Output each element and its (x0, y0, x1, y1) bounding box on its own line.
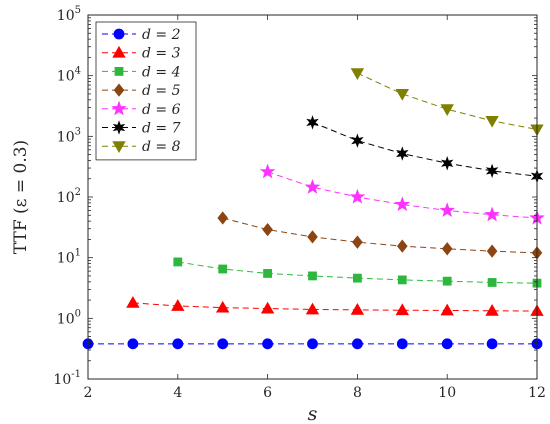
series-7 (306, 115, 544, 184)
series-5 (217, 211, 543, 260)
data-point (173, 257, 183, 267)
data-point (350, 68, 365, 80)
data-point (262, 222, 273, 237)
data-point (260, 301, 275, 314)
data-point (439, 202, 455, 218)
data-point (216, 300, 230, 313)
data-point (485, 163, 499, 179)
series-line (132, 302, 538, 312)
legend: d = 2 d = 3 d = 4 d = 5 d = 6 d = 7 d = 8 (95, 21, 197, 161)
data-point (349, 188, 366, 204)
y-tick-label: 103 (57, 126, 81, 145)
legend-entry: d = 7 (102, 120, 181, 137)
data-point (172, 338, 184, 350)
series-line (222, 217, 538, 254)
data-point (263, 269, 273, 278)
data-point (126, 296, 140, 308)
data-point (304, 179, 321, 194)
legend-marker (114, 67, 124, 76)
x-tick-label: 12 (528, 385, 546, 401)
series-4 (173, 257, 542, 288)
data-point (441, 242, 453, 256)
x-tick-label: 4 (173, 385, 182, 401)
y-tick-label: 10-1 (53, 369, 81, 388)
legend-entry: d = 5 (102, 83, 181, 99)
data-point (440, 156, 454, 171)
legend-label: d = 3 (142, 46, 181, 62)
data-point (485, 115, 499, 128)
data-point (442, 276, 452, 286)
legend-entry: d = 6 (102, 100, 181, 118)
data-point (218, 264, 228, 274)
data-point (217, 211, 229, 225)
legend-marker (113, 83, 125, 97)
y-tick-label: 101 (57, 248, 81, 267)
legend-box (95, 21, 197, 161)
data-point (127, 338, 139, 350)
legend-label: d = 6 (142, 102, 181, 118)
data-point (262, 338, 274, 350)
legend-marker (112, 141, 126, 154)
legend-marker (112, 120, 126, 135)
y-tick-label: 102 (57, 187, 81, 206)
legend-label: d = 7 (142, 121, 181, 137)
data-point (217, 338, 229, 350)
y-tick-label: 100 (57, 308, 81, 327)
data-point (440, 104, 454, 117)
y-tick-label: 104 (57, 66, 81, 85)
x-axis-label: s (308, 403, 318, 424)
data-point (395, 303, 409, 316)
x-tick-label: 10 (438, 385, 456, 401)
data-point (352, 235, 363, 249)
data-point (351, 338, 363, 350)
legend-entry: d = 8 (102, 139, 181, 155)
y-tick-label: 105 (57, 5, 81, 24)
data-point (305, 302, 320, 315)
data-point (396, 239, 408, 253)
legend-marker (111, 100, 127, 116)
data-point (394, 196, 411, 212)
data-point (307, 338, 318, 350)
data-point (485, 304, 499, 316)
series-line (267, 171, 538, 219)
data-point (306, 115, 319, 130)
x-tick-label: 6 (263, 385, 272, 401)
series-line (357, 72, 538, 130)
data-point (397, 275, 407, 285)
legend-label: d = 2 (142, 27, 181, 43)
data-point (307, 230, 318, 244)
x-tick-label: 2 (84, 385, 93, 401)
data-point (352, 273, 362, 283)
data-point (487, 278, 497, 287)
legend-marker (113, 28, 125, 40)
data-point (396, 146, 409, 161)
data-point (171, 299, 185, 311)
series-8 (350, 68, 544, 137)
x-tick-label: 8 (353, 385, 362, 401)
data-point (351, 133, 364, 148)
legend-marker (112, 45, 126, 58)
legend-label: d = 8 (142, 139, 181, 155)
series-6 (259, 163, 545, 225)
data-point (441, 338, 453, 350)
data-point (484, 206, 500, 222)
data-point (486, 244, 498, 258)
legend-label: d = 5 (142, 83, 181, 99)
legend-entry: d = 4 (102, 64, 181, 80)
series-2 (82, 338, 543, 350)
series-3 (126, 296, 544, 316)
data-point (308, 271, 317, 281)
data-point (395, 89, 409, 101)
data-point (440, 303, 454, 316)
data-point (259, 163, 276, 179)
legend-entry: d = 3 (102, 46, 181, 62)
legend-label: d = 4 (142, 64, 181, 80)
legend-entry: d = 2 (102, 27, 181, 43)
data-point (350, 303, 365, 315)
series-line (312, 121, 538, 177)
data-point (486, 338, 498, 350)
data-point (396, 338, 408, 350)
y-axis-label: TTF (ε = 0.3) (11, 140, 31, 254)
